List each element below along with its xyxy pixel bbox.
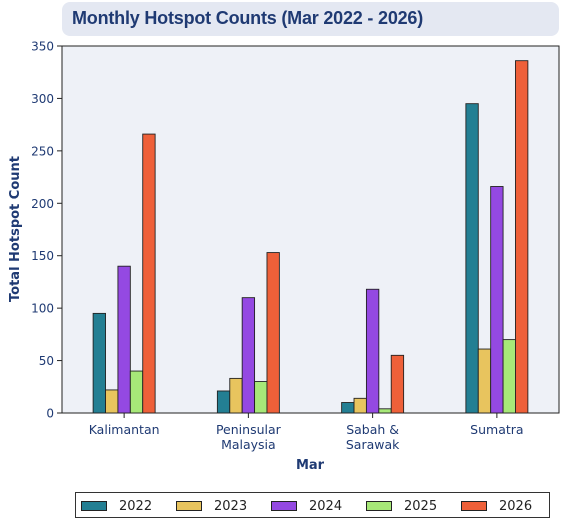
bar-2023-1 xyxy=(229,377,243,414)
bar-2024-0 xyxy=(117,265,131,414)
bar-2026-1 xyxy=(266,252,280,414)
y-tick-label: 300 xyxy=(31,92,54,106)
x-tick-label: Malaysia xyxy=(221,437,276,452)
bars xyxy=(92,60,529,414)
bar-2023-3 xyxy=(477,348,492,414)
x-tick-label: Sabah & xyxy=(346,422,399,437)
chart-title: Monthly Hotspot Counts (Mar 2022 - 2026) xyxy=(72,8,424,28)
bar-2024-2 xyxy=(365,288,380,414)
bar-2023-2 xyxy=(353,397,367,414)
legend-swatch xyxy=(271,501,297,511)
legend-item-2026: 2026 xyxy=(461,498,532,514)
y-tick-label: 200 xyxy=(31,197,54,211)
y-axis-label: Total Hotspot Count xyxy=(8,156,23,302)
x-axis-label: Mar xyxy=(296,458,325,473)
y-tick-label: 350 xyxy=(31,40,54,54)
bar-2022-2 xyxy=(341,402,355,414)
bar-2026-2 xyxy=(390,354,405,414)
bar-2023-0 xyxy=(105,389,119,414)
y-tick-label: 100 xyxy=(31,302,54,316)
legend-item-2023: 2023 xyxy=(176,498,247,514)
legend-item-2022: 2022 xyxy=(81,498,152,514)
y-tick-label: 250 xyxy=(31,144,54,158)
x-tick-label: Sumatra xyxy=(470,422,523,437)
bar-2025-2 xyxy=(378,408,392,414)
legend: 2022 2023 2024 2025 2026 xyxy=(75,492,550,518)
legend-label: 2023 xyxy=(214,498,248,514)
bar-2025-1 xyxy=(254,381,268,414)
x-tick-label: Kalimantan xyxy=(89,422,160,437)
bar-2022-1 xyxy=(216,390,231,414)
x-tick-label: Peninsular xyxy=(216,422,282,437)
bar-2024-1 xyxy=(241,297,256,414)
legend-item-2024: 2024 xyxy=(271,498,342,514)
x-tick-label: Sarawak xyxy=(346,437,400,452)
bar-2025-3 xyxy=(502,339,516,414)
bar-chart: 0 50 100 150 200 250 300 350 Kalimantan Peninsul… xyxy=(8,40,560,473)
chart-title-box: Monthly Hotspot Counts (Mar 2022 - 2026) xyxy=(62,2,559,36)
legend-label: 2025 xyxy=(404,498,438,514)
bar-2024-3 xyxy=(490,186,504,414)
legend-swatch xyxy=(461,501,487,511)
y-tick-label: 150 xyxy=(31,249,54,263)
bar-2025-0 xyxy=(129,370,144,414)
bar-2026-3 xyxy=(515,60,529,414)
bar-2022-0 xyxy=(92,312,106,414)
y-axis: 0 50 100 150 200 250 300 350 xyxy=(31,40,62,421)
legend-swatch xyxy=(366,501,392,511)
legend-label: 2022 xyxy=(119,498,153,514)
legend-swatch xyxy=(81,501,107,511)
y-tick-label: 50 xyxy=(39,354,54,368)
legend-label: 2024 xyxy=(309,498,343,514)
legend-swatch xyxy=(176,501,202,511)
y-tick-label: 0 xyxy=(46,407,54,421)
bar-2026-0 xyxy=(142,133,156,414)
bar-2022-3 xyxy=(465,103,479,414)
legend-item-2025: 2025 xyxy=(366,498,437,514)
legend-label: 2026 xyxy=(499,498,533,514)
